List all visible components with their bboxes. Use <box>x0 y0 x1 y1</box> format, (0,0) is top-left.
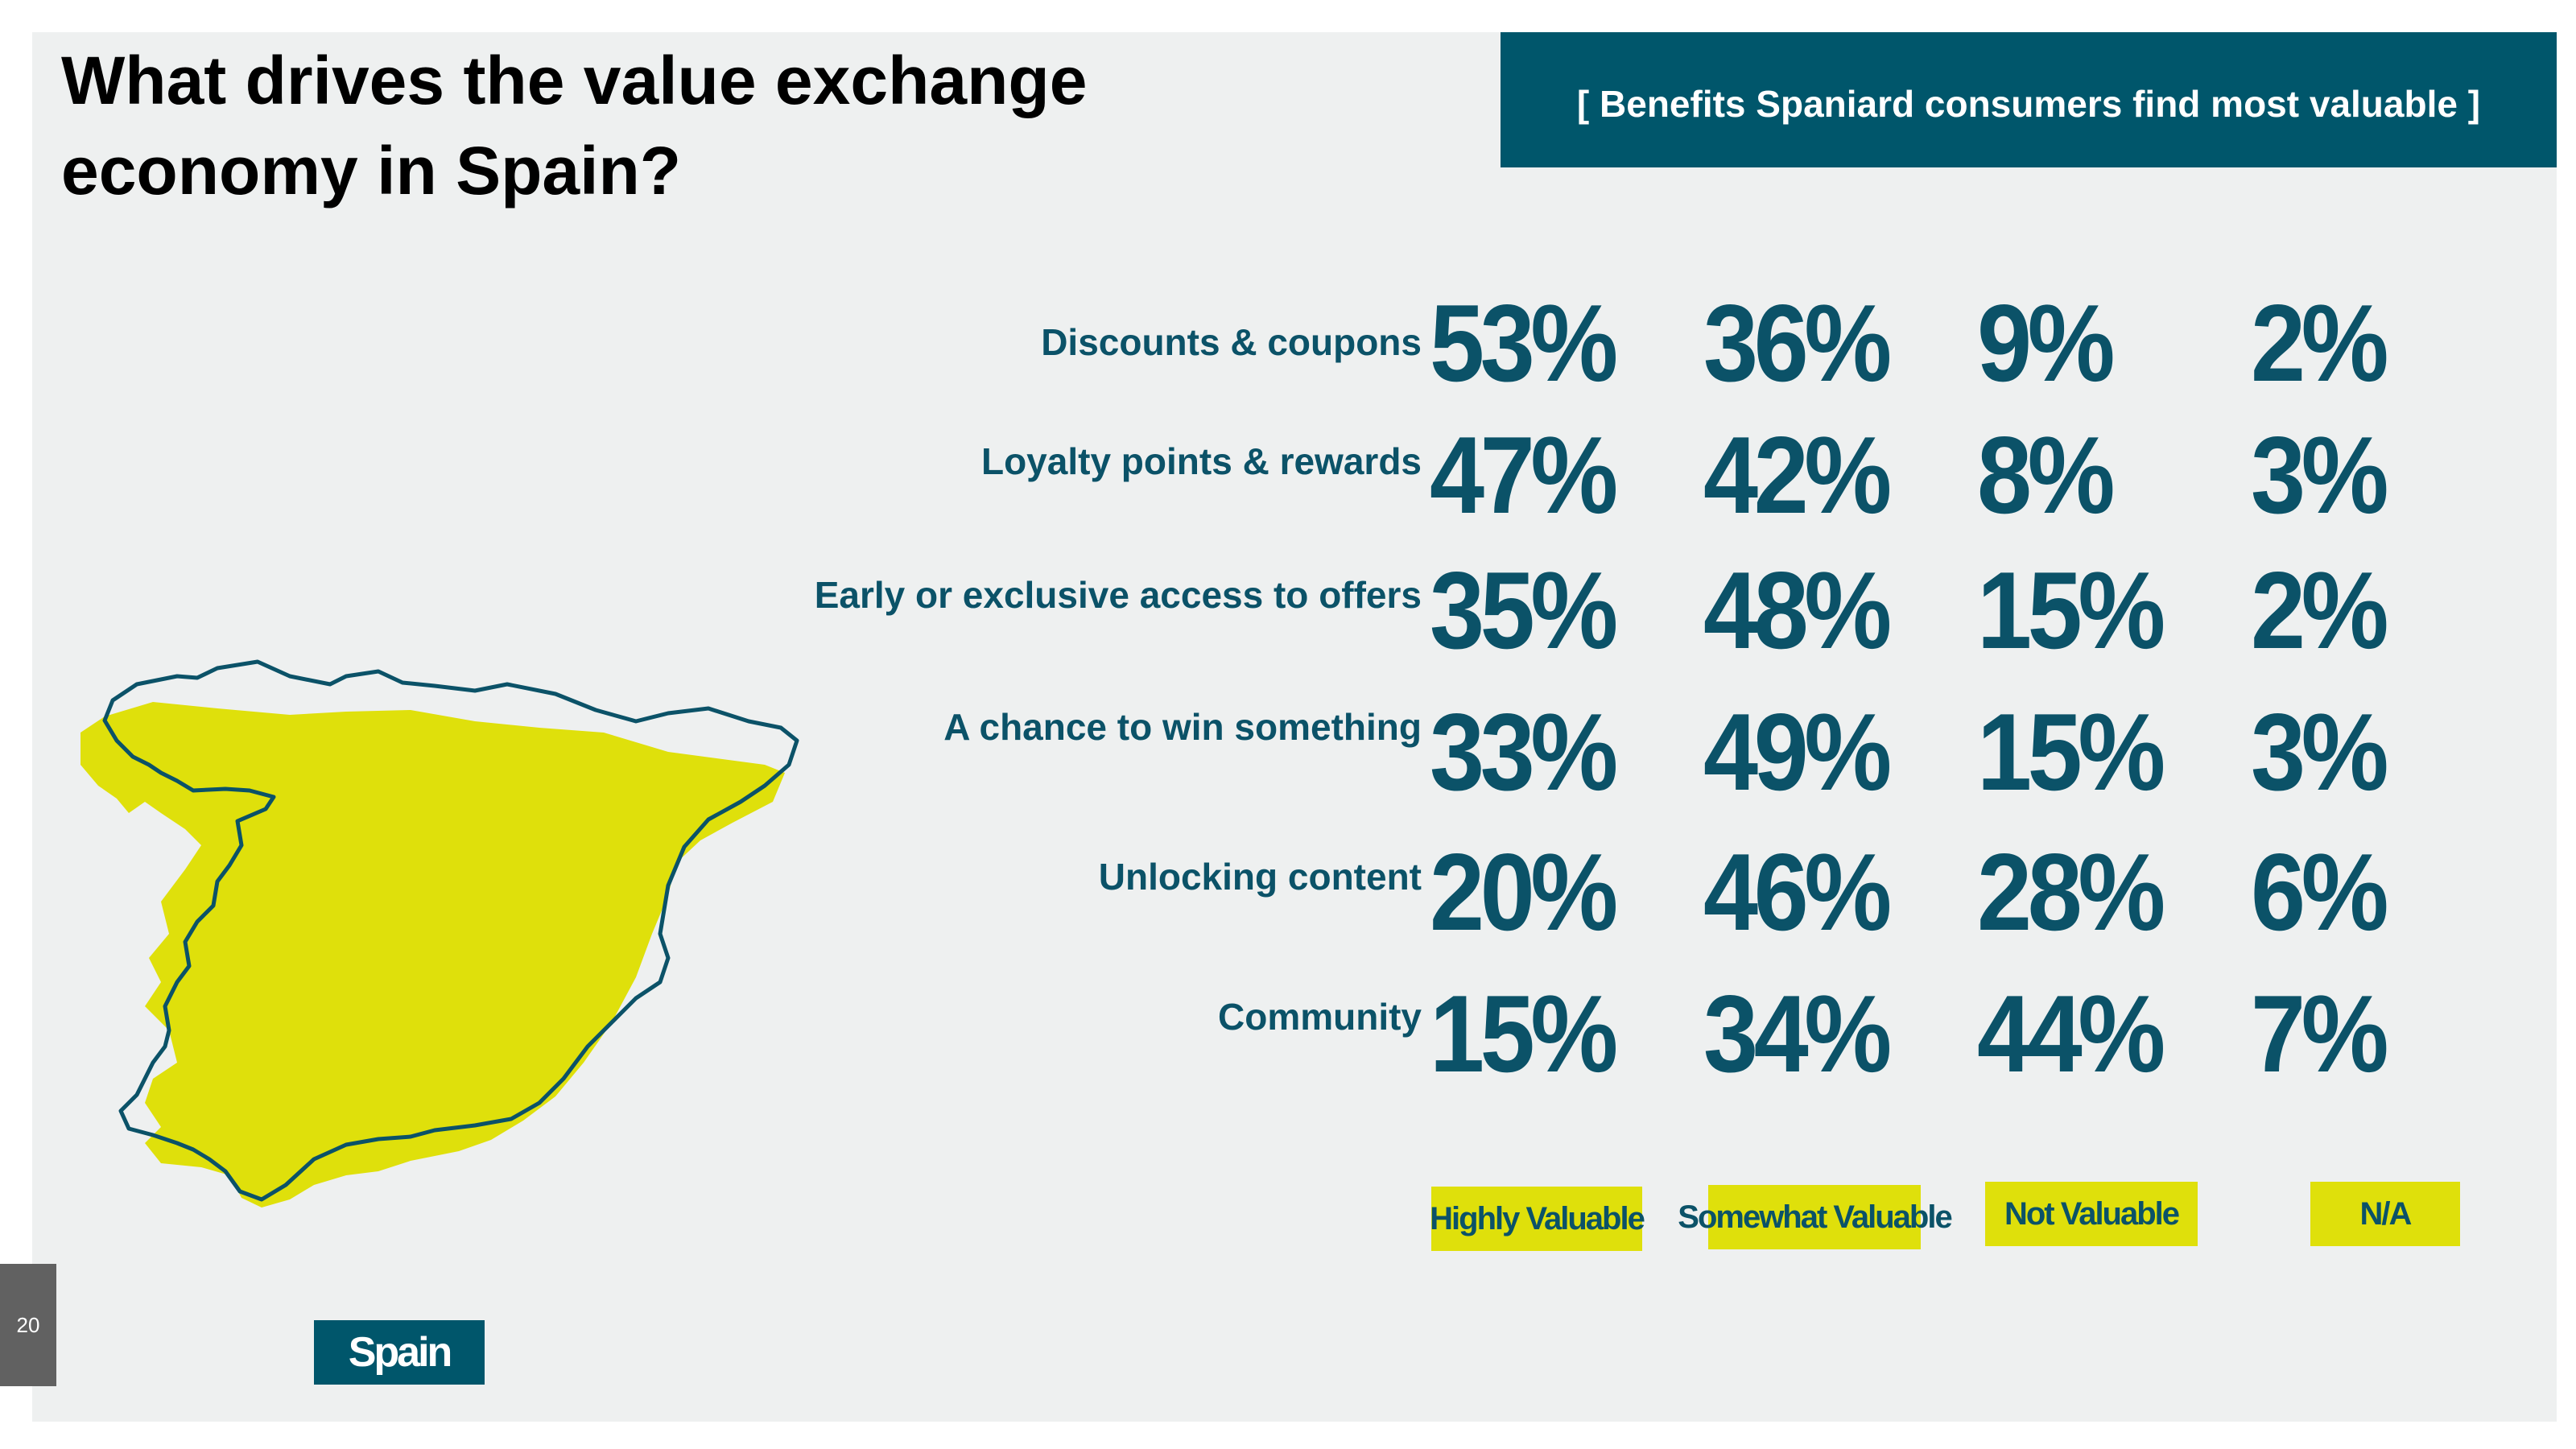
row-label-unlocking: Unlocking content <box>1098 856 1422 898</box>
cell-community-somewhat: 34% <box>1703 972 1892 1095</box>
cell-discounts-somewhat: 36% <box>1703 282 1892 404</box>
cell-win-highly: 33% <box>1430 691 1618 813</box>
cell-unlocking-not: 28% <box>1977 831 2165 953</box>
cell-win-not: 15% <box>1977 691 2165 813</box>
row-label-early-access: Early or exclusive access to offers <box>814 574 1422 616</box>
cell-win-na: 3% <box>2251 691 2389 813</box>
legend-not-valuable: Not Valuable <box>1985 1182 2198 1246</box>
cell-loyalty-highly: 47% <box>1430 414 1618 536</box>
cell-loyalty-somewhat: 42% <box>1703 414 1892 536</box>
title-line-2: economy in Spain? <box>61 133 682 208</box>
row-label-discounts: Discounts & coupons <box>1041 321 1422 363</box>
cell-discounts-na: 2% <box>2251 282 2389 404</box>
cell-unlocking-na: 6% <box>2251 831 2389 953</box>
legend-somewhat-valuable: Somewhat Valuable <box>1678 1185 1953 1249</box>
map-fill <box>80 702 785 1208</box>
cell-unlocking-somewhat: 46% <box>1703 831 1892 953</box>
cell-early-access-na: 2% <box>2251 549 2389 671</box>
cell-win-somewhat: 49% <box>1703 691 1892 813</box>
cell-community-not: 44% <box>1977 972 2165 1095</box>
map-outline <box>102 659 799 1202</box>
cell-discounts-not: 9% <box>1977 282 2116 404</box>
section-banner: [ Benefits Spaniard consumers find most … <box>1501 32 2557 167</box>
row-label-win: A chance to win something <box>943 706 1422 748</box>
row-label-loyalty: Loyalty points & rewards <box>980 440 1422 482</box>
page-title: What drives the value exchange economy in… <box>61 35 1087 216</box>
cell-loyalty-not: 8% <box>1977 414 2116 536</box>
cell-discounts-highly: 53% <box>1430 282 1618 404</box>
country-label: Spain <box>314 1320 485 1385</box>
cell-unlocking-highly: 20% <box>1430 831 1618 953</box>
spain-map-illustration <box>80 659 799 1208</box>
legend-highly-valuable: Highly Valuable <box>1430 1187 1645 1251</box>
cell-early-access-highly: 35% <box>1430 549 1618 671</box>
title-line-1: What drives the value exchange <box>61 43 1088 118</box>
cell-early-access-not: 15% <box>1977 549 2165 671</box>
page-number: 20 <box>0 1264 56 1386</box>
cell-community-highly: 15% <box>1430 972 1618 1095</box>
legend-na: N/A <box>2310 1182 2460 1246</box>
cell-early-access-somewhat: 48% <box>1703 549 1892 671</box>
row-label-community: Community <box>1218 996 1422 1038</box>
cell-loyalty-na: 3% <box>2251 414 2389 536</box>
cell-community-na: 7% <box>2251 972 2389 1095</box>
